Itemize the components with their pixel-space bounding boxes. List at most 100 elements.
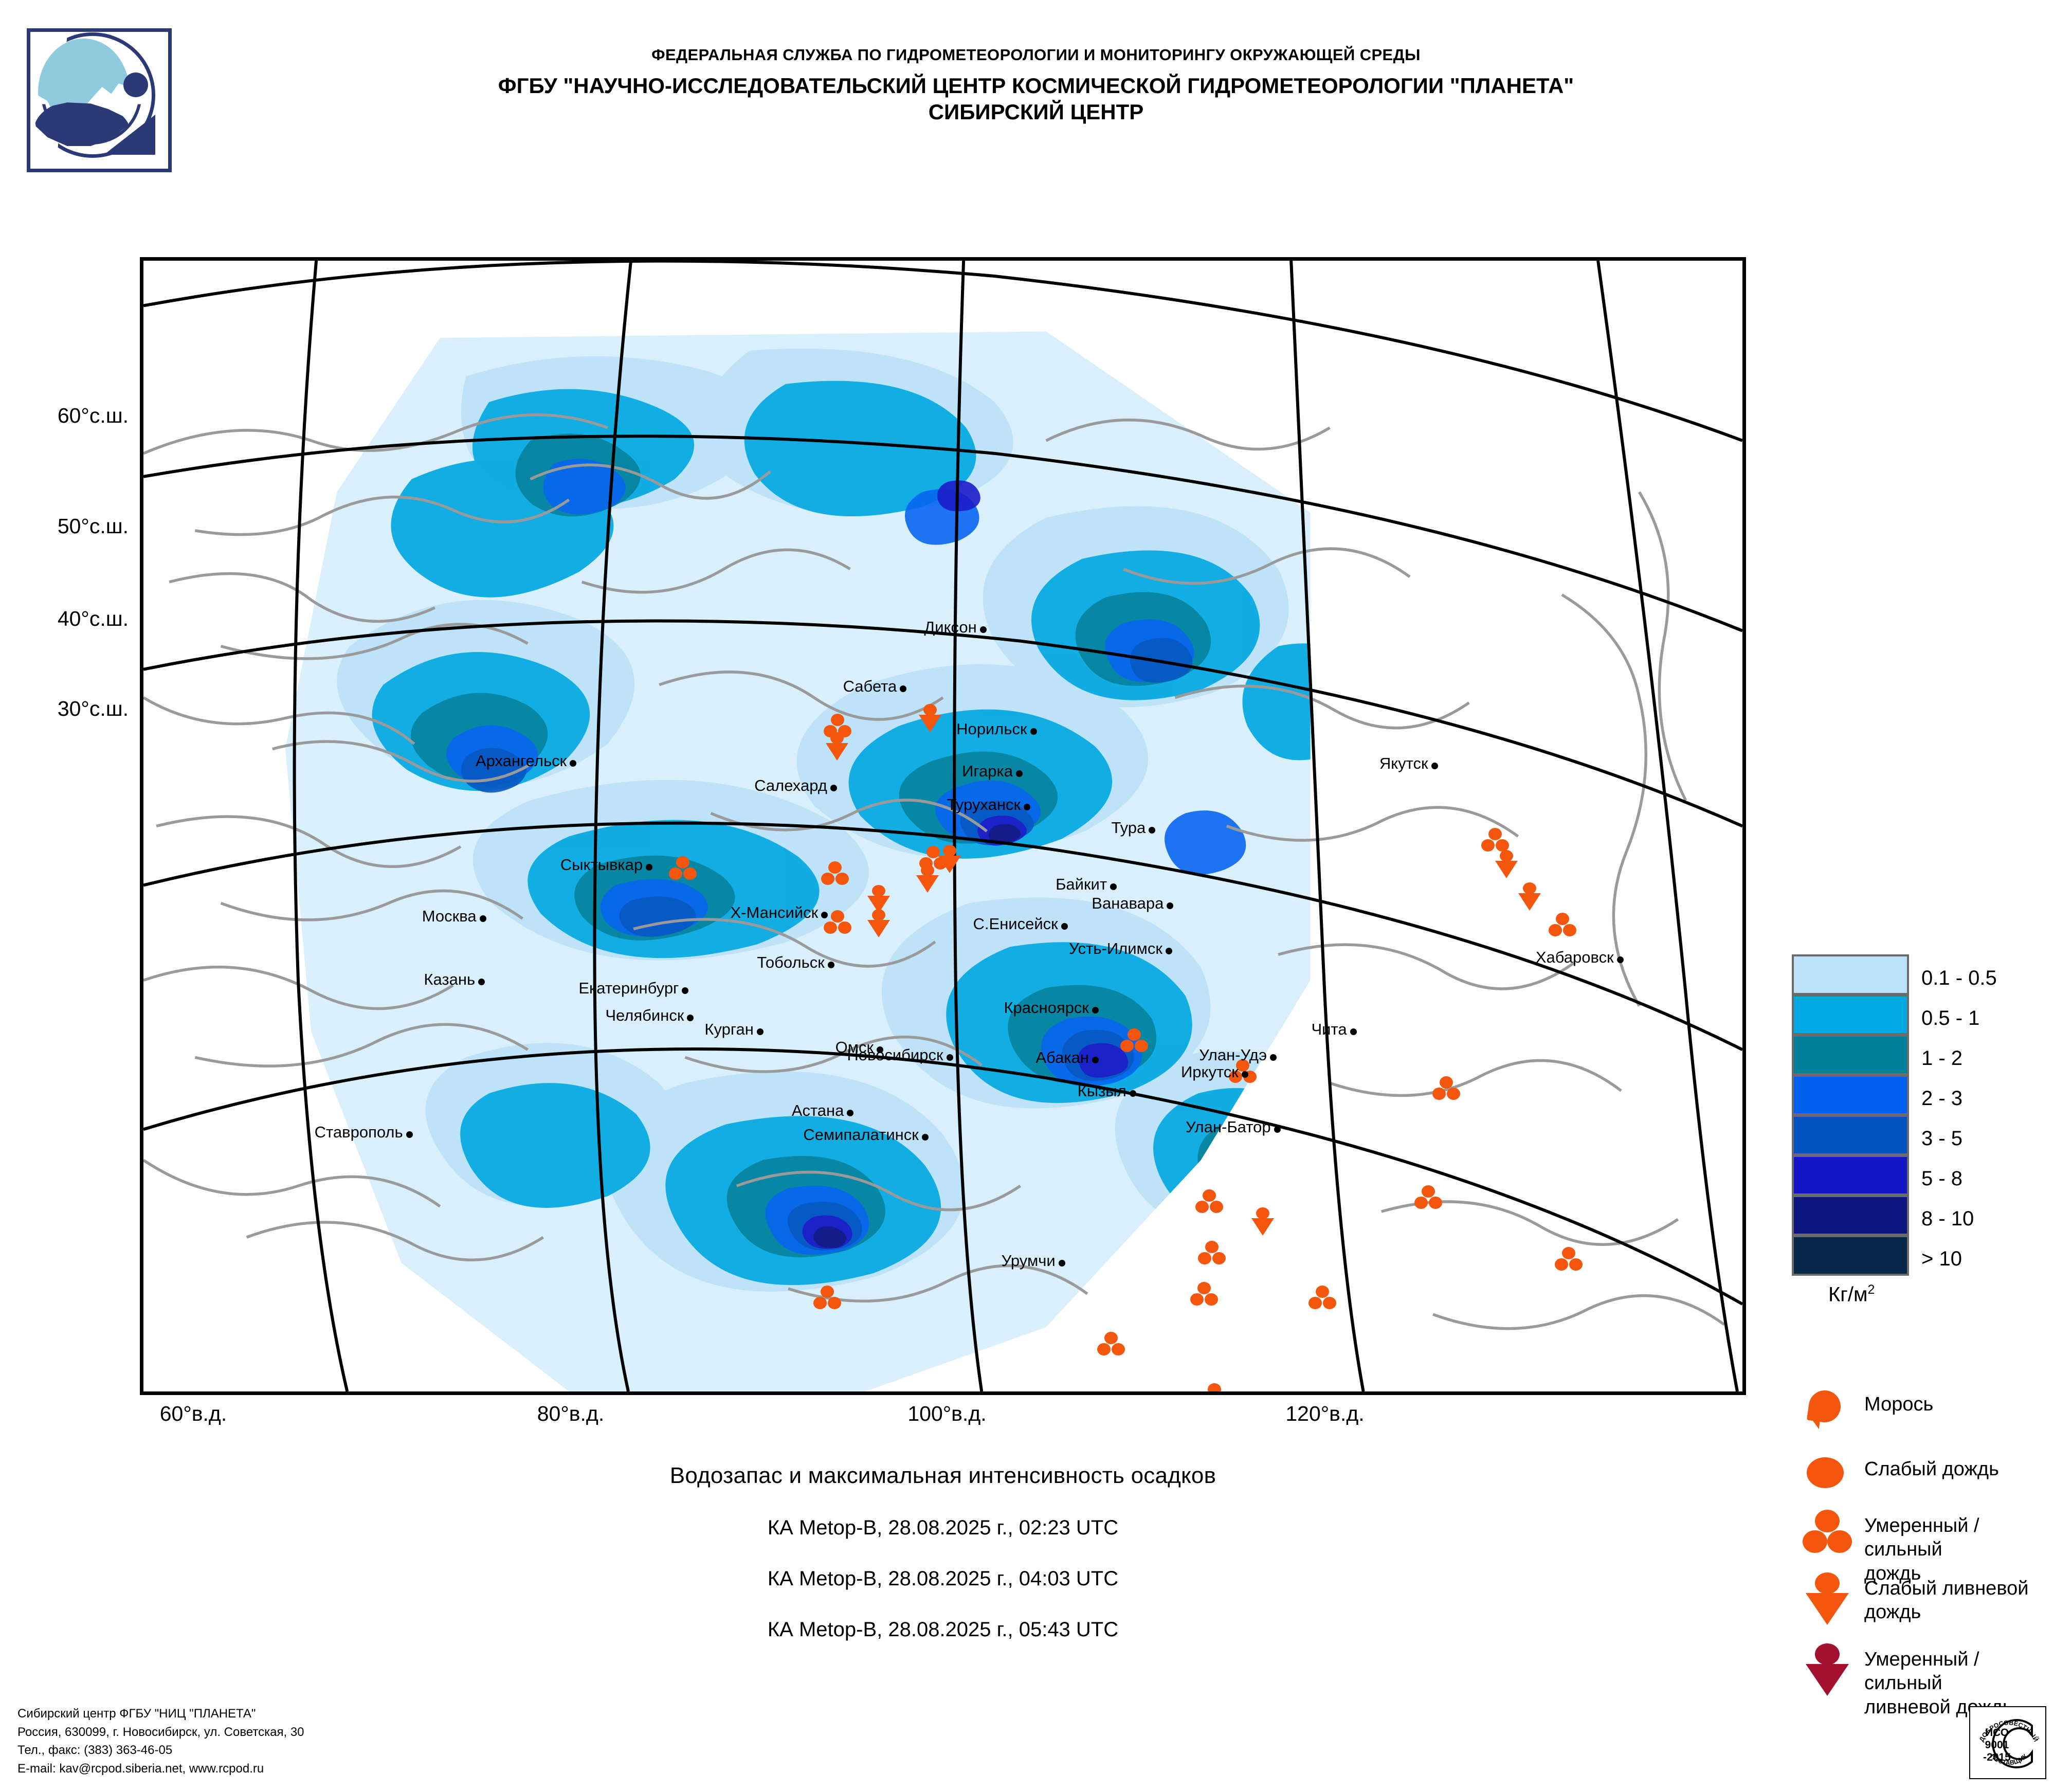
city-label: Сыктывкар bbox=[560, 856, 643, 874]
longitude-tick-label: 120°в.д. bbox=[1285, 1402, 1365, 1425]
city-marker-dot bbox=[877, 1046, 884, 1054]
map-container[interactable]: Диксон Сабета Норильск Архангельск Игарка Яку… bbox=[140, 257, 1746, 1395]
city-marker-dot bbox=[946, 1054, 953, 1061]
city-label: Салехард bbox=[754, 776, 827, 794]
city-marker-dot bbox=[921, 1134, 929, 1141]
city-marker-dot bbox=[1149, 826, 1156, 834]
city-marker-dot bbox=[570, 760, 577, 767]
latitude-tick-label: 60°с.ш. bbox=[57, 404, 129, 427]
city-label: Диксон bbox=[924, 618, 977, 637]
logo-satellite-dot bbox=[123, 73, 148, 97]
city-marker-dot bbox=[1350, 1028, 1357, 1036]
city-marker-dot bbox=[687, 1014, 694, 1021]
precip-marker-light-shower bbox=[1517, 882, 1542, 911]
page-header: ФЕДЕРАЛЬНАЯ СЛУЖБА ПО ГИДРОМЕТЕОРОЛОГИИ … bbox=[0, 45, 2072, 125]
satellite-pass-line: КА Metop-B, 28.08.2025 г., 05:43 UTC bbox=[767, 1618, 1119, 1641]
color-scale-label: 1 - 2 bbox=[1921, 1047, 1963, 1070]
city-label: Улан-Удэ bbox=[1199, 1046, 1267, 1064]
precip-marker-light-shower bbox=[937, 845, 962, 874]
city-label: Омск bbox=[835, 1038, 874, 1057]
footer-address: Россия, 630099, г. Новосибирск, ул. Сове… bbox=[17, 1725, 304, 1739]
color-swatch bbox=[1792, 1035, 1909, 1075]
precip-marker-moderate-rain bbox=[1307, 1286, 1337, 1312]
precip-marker-moderate-rain bbox=[812, 1286, 842, 1312]
city-label: Семипалатинск bbox=[803, 1126, 919, 1144]
units-exponent: 2 bbox=[1867, 1282, 1875, 1297]
iso-certification-stamp: ДОБРОСОВЕСТНЫЙ ПОСТАВЩИК ИСО 9001 -2015 bbox=[1969, 1706, 2046, 1779]
city-label: Абакан bbox=[1035, 1048, 1089, 1067]
precip-marker-moderate-rain bbox=[1096, 1332, 1125, 1359]
color-scale-legend: 0.1 - 0.5 0.5 - 1 1 - 2 2 - 3 3 - 5 5 - 8 8 - … bbox=[1792, 954, 1997, 1276]
city-label: Х-Мансийск bbox=[730, 903, 819, 921]
iso-stamp-text: 9001 bbox=[1985, 1739, 2009, 1751]
color-scale-row: 1 - 2 bbox=[1792, 1035, 1962, 1076]
scale-units-label: Кг/м2 bbox=[1828, 1282, 1875, 1306]
color-scale-row: > 10 bbox=[1792, 1235, 1962, 1276]
satellite-pass-line: КА Metop-B, 28.08.2025 г., 04:03 UTC bbox=[767, 1567, 1119, 1590]
precip-marker-moderate-rain bbox=[668, 856, 697, 883]
precip-marker-moderate-rain bbox=[1194, 1189, 1223, 1216]
color-swatch bbox=[1792, 1195, 1909, 1236]
symbol-legend-label: Умеренный / сильный дождь bbox=[1864, 1515, 1979, 1584]
precip-marker-light-shower bbox=[917, 703, 943, 733]
city-label: Иркутск bbox=[1181, 1062, 1239, 1081]
city-marker-dot bbox=[1030, 728, 1037, 735]
city-label: Ванавара bbox=[1092, 894, 1164, 913]
color-scale-row: 0.5 - 1 bbox=[1792, 994, 1979, 1036]
precip-marker-light-shower bbox=[1250, 1207, 1276, 1236]
city-marker-dot bbox=[1431, 763, 1438, 770]
city-label: Тура bbox=[1111, 818, 1146, 837]
city-label: Сабета bbox=[843, 677, 897, 696]
city-marker-dot bbox=[1165, 947, 1172, 954]
city-marker-dot bbox=[1616, 956, 1624, 964]
precip-marker-moderate-rain bbox=[820, 861, 849, 888]
city-label: Усть-Илимск bbox=[1069, 939, 1162, 957]
city-marker-dot bbox=[827, 962, 834, 969]
moderate-rain-icon bbox=[1800, 1510, 1856, 1561]
precip-marker-moderate-rain bbox=[1199, 1383, 1228, 1391]
city-marker-dot bbox=[682, 987, 689, 994]
city-marker-dot bbox=[900, 685, 907, 693]
longitude-axis: 60°в.д. 80°в.д. 100°в.д. 120°в.д. bbox=[140, 1402, 1746, 1443]
city-marker-dot bbox=[479, 915, 486, 922]
latitude-tick-label: 30°с.ш. bbox=[57, 697, 129, 720]
city-marker-dot bbox=[646, 864, 653, 871]
precip-marker-light-shower bbox=[824, 732, 850, 761]
map-overlay: Диксон Сабета Норильск Архангельск Игарка Яку… bbox=[143, 261, 1742, 1391]
color-scale-label: 5 - 8 bbox=[1921, 1167, 1963, 1190]
iso-stamp-text: ИСО bbox=[1985, 1727, 2009, 1739]
color-swatch bbox=[1792, 1115, 1909, 1155]
city-marker-dot bbox=[406, 1131, 413, 1138]
city-label: Хабаровск bbox=[1535, 948, 1614, 967]
city-marker-dot bbox=[821, 911, 828, 918]
color-scale-label: 3 - 5 bbox=[1921, 1127, 1963, 1150]
precip-marker-moderate-rain bbox=[823, 910, 852, 937]
city-label: Норильск bbox=[956, 719, 1027, 738]
color-scale-row: 0.1 - 0.5 bbox=[1792, 954, 1997, 996]
longitude-tick-label: 100°в.д. bbox=[907, 1402, 987, 1425]
precip-marker-moderate-rain bbox=[1119, 1028, 1149, 1055]
city-marker-dot bbox=[1058, 1260, 1065, 1267]
symbol-legend-row: Слабый дождь bbox=[1800, 1453, 2067, 1500]
city-label: Тобольск bbox=[757, 953, 825, 972]
light-rain-icon bbox=[1800, 1453, 1856, 1505]
agency-title: ФЕДЕРАЛЬНАЯ СЛУЖБА ПО ГИДРОМЕТЕОРОЛОГИИ … bbox=[651, 46, 1421, 64]
symbol-legend-label: Слабый дождь bbox=[1864, 1458, 1999, 1480]
symbol-legend-label: Слабый ливневой дождь bbox=[1864, 1578, 2029, 1623]
latitude-axis: 60°с.ш. 50°с.ш. 40°с.ш. 30°с.ш. bbox=[0, 257, 140, 1395]
caption-title: Водозапас и максимальная интенсивность о… bbox=[669, 1463, 1216, 1488]
planeta-logo bbox=[27, 28, 172, 172]
color-scale-label: 0.5 - 1 bbox=[1921, 1007, 1980, 1029]
heavy-shower-icon bbox=[1800, 1643, 1856, 1696]
city-label: Новосибирск bbox=[847, 1046, 943, 1064]
city-label: Улан-Батор bbox=[1185, 1118, 1271, 1136]
symbol-legend-row: Слабый ливневой дождь bbox=[1800, 1572, 2067, 1634]
map-canvas: Диксон Сабета Норильск Архангельск Игарка Яку… bbox=[143, 261, 1742, 1391]
precip-marker-moderate-rain bbox=[1554, 1247, 1583, 1274]
symbol-legend-row: Умеренный / сильный дождь bbox=[1800, 1510, 2067, 1584]
city-marker-dot bbox=[847, 1109, 854, 1116]
center-title: СИБИРСКИЙ ЦЕНТР bbox=[928, 100, 1144, 124]
color-scale-label: > 10 bbox=[1921, 1247, 1962, 1270]
city-label: Чита bbox=[1311, 1020, 1347, 1039]
city-label: Челябинск bbox=[605, 1006, 684, 1024]
